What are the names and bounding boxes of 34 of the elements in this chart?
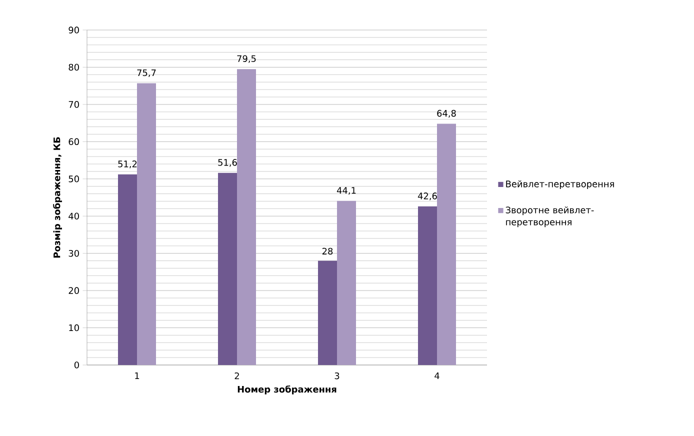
data-label: 79,5 bbox=[237, 55, 256, 63]
bar bbox=[218, 172, 237, 365]
y-tick-label: 60 bbox=[68, 138, 79, 146]
x-axis-title: Номер зображення bbox=[238, 385, 336, 394]
data-label: 51,2 bbox=[118, 160, 137, 168]
data-label: 44,1 bbox=[336, 187, 356, 195]
bar bbox=[337, 200, 356, 365]
y-tick-label: 80 bbox=[68, 64, 79, 71]
data-label: 75,7 bbox=[137, 69, 156, 78]
y-tick-label: 50 bbox=[68, 176, 79, 182]
y-tick-label: 30 bbox=[68, 250, 79, 257]
y-tick-label: 0 bbox=[74, 362, 79, 368]
y-tick-label: 40 bbox=[68, 212, 79, 220]
bar bbox=[437, 124, 456, 365]
x-tick-label: 3 bbox=[334, 372, 340, 380]
x-tick-label: 1 bbox=[135, 372, 140, 379]
bar bbox=[318, 260, 337, 365]
data-label: 42,6 bbox=[418, 192, 437, 200]
y-tick-label: 20 bbox=[68, 287, 79, 294]
bar bbox=[418, 206, 437, 365]
y-tick-label: 70 bbox=[68, 101, 79, 108]
bar bbox=[118, 174, 137, 365]
y-tick-label: 10 bbox=[69, 324, 79, 332]
legend-label: Зворотне вейвлет-перетворення bbox=[506, 206, 594, 228]
legend-label: Вейвлет-перетворення bbox=[506, 180, 614, 190]
data-label: 64,8 bbox=[437, 110, 456, 118]
y-tick-label: 90 bbox=[68, 26, 79, 34]
x-tick-label: 4 bbox=[434, 372, 440, 379]
bar bbox=[137, 83, 156, 365]
bar bbox=[237, 69, 256, 365]
x-tick-label: 2 bbox=[234, 372, 239, 380]
data-label: 28 bbox=[322, 248, 333, 255]
y-axis-title: Розмір зображення, КБ bbox=[53, 137, 62, 258]
data-label: 51,6 bbox=[218, 159, 237, 167]
